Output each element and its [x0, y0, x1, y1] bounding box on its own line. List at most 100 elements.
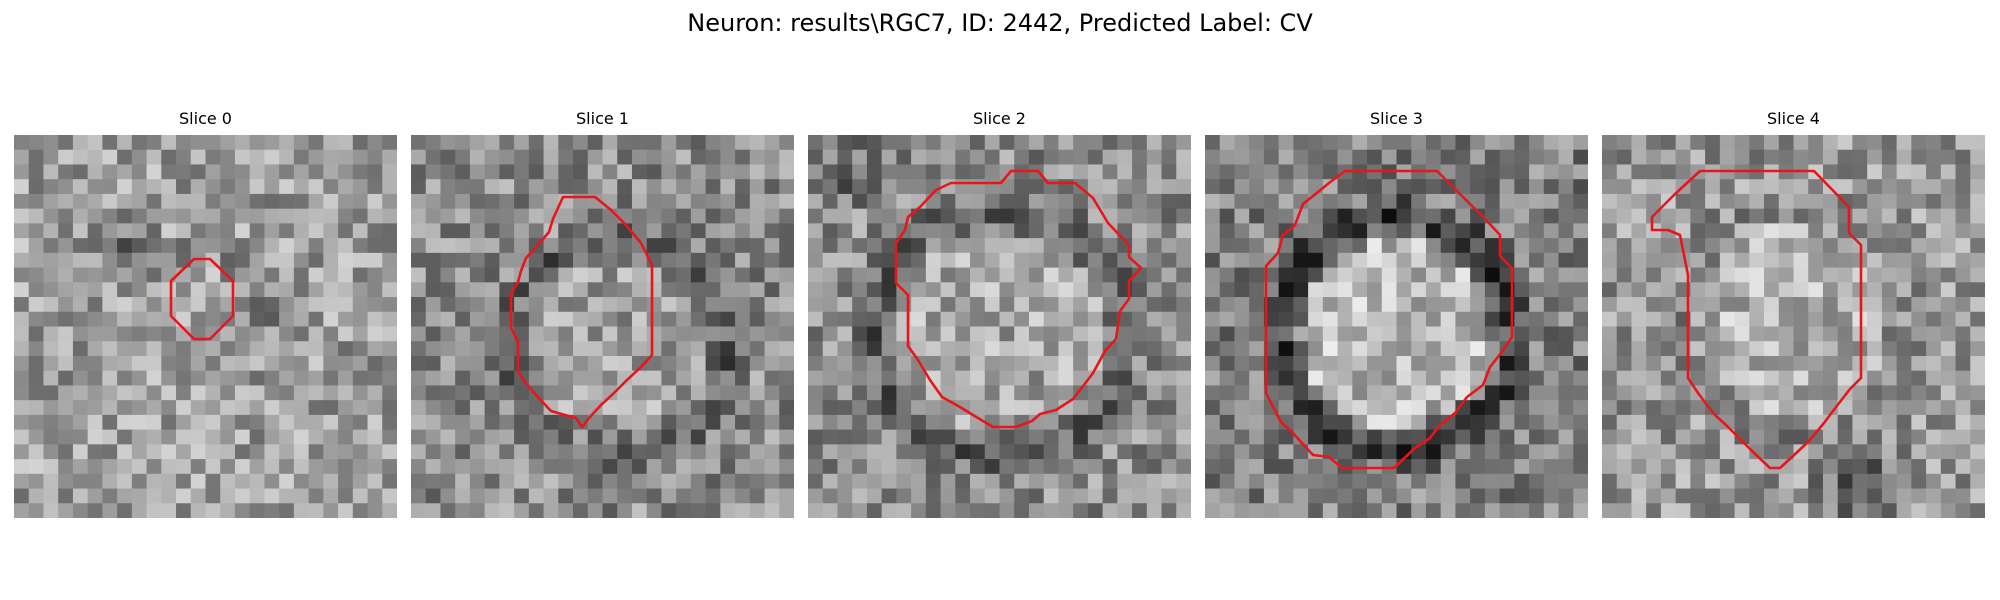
- pixel-cell: [1014, 311, 1030, 328]
- pixel-cell: [911, 503, 927, 518]
- pixel-cell: [1484, 488, 1501, 504]
- pixel-cell: [338, 341, 354, 357]
- pixel-cell: [1867, 459, 1883, 475]
- pixel-cell: [382, 267, 397, 283]
- pixel-cell: [308, 149, 324, 166]
- pixel-cell: [469, 459, 486, 475]
- pixel-cell: [1322, 473, 1339, 490]
- pixel-cell: [338, 252, 354, 269]
- pixel-cell: [1881, 179, 1898, 195]
- pixel-cell: [1911, 326, 1927, 342]
- pixel-cell: [720, 341, 736, 357]
- pixel-cell: [1073, 149, 1089, 166]
- pixel-cell: [866, 473, 883, 490]
- pixel-cell: [1881, 444, 1898, 460]
- pixel-cell: [940, 341, 956, 357]
- pixel-cell: [1764, 238, 1780, 254]
- pixel-cell: [676, 223, 692, 239]
- pixel-cell: [352, 179, 369, 195]
- pixel-cell: [646, 282, 663, 298]
- pixel-cell: [984, 238, 1001, 254]
- pixel-cell: [925, 311, 942, 328]
- pixel-cell: [617, 297, 633, 313]
- pixel-cell: [940, 414, 956, 431]
- pixel-cell: [279, 223, 295, 239]
- pixel-cell: [1176, 223, 1191, 239]
- pixel-cell: [1411, 149, 1427, 166]
- pixel-cell: [1263, 164, 1280, 180]
- pixel-cell: [779, 223, 794, 239]
- pixel-cell: [558, 297, 574, 313]
- pixel-cell: [1808, 341, 1824, 357]
- pixel-cell: [1646, 444, 1662, 460]
- pixel-cell: [308, 341, 324, 357]
- pixel-cell: [264, 355, 280, 372]
- pixel-cell: [1734, 193, 1750, 210]
- pixel-cell: [1896, 400, 1912, 416]
- pixel-cell: [646, 326, 663, 342]
- pixel-cell: [323, 282, 339, 298]
- pixel-cell: [1234, 193, 1250, 210]
- pixel-cell: [1425, 400, 1442, 416]
- pixel-cell: [1573, 193, 1588, 210]
- pixel-cell: [1749, 400, 1765, 416]
- pixel-cell: [881, 355, 897, 372]
- pixel-cell: [102, 208, 118, 224]
- pixel-cell: [367, 326, 383, 342]
- pixel-cell: [735, 149, 751, 166]
- pixel-cell: [1837, 341, 1854, 357]
- pixel-cell: [102, 164, 118, 180]
- pixel-cell: [984, 444, 1001, 460]
- pixel-cell: [911, 282, 927, 298]
- pixel-cell: [1749, 414, 1765, 431]
- pixel-cell: [1631, 297, 1647, 313]
- pixel-cell: [1308, 149, 1324, 166]
- pixel-cell: [720, 444, 736, 460]
- pixel-cell: [382, 370, 397, 387]
- pixel-cell: [469, 311, 486, 328]
- pixel-cell: [1616, 267, 1633, 283]
- pixel-cell: [822, 297, 839, 313]
- pixel-cell: [249, 252, 266, 269]
- slice-panel-1: Slice 1: [411, 108, 794, 518]
- pixel-cell: [58, 238, 74, 254]
- pixel-cell: [293, 267, 310, 283]
- pixel-cell: [455, 370, 471, 387]
- pixel-cell: [1778, 135, 1795, 151]
- pixel-cell: [1675, 488, 1691, 504]
- pixel-cell: [484, 193, 500, 210]
- pixel-cell: [1616, 400, 1633, 416]
- pixel-cell: [440, 488, 456, 504]
- pixel-cell: [1411, 208, 1427, 224]
- pixel-cell: [661, 223, 677, 239]
- pixel-cell: [514, 503, 530, 518]
- pixel-cell: [1970, 208, 1985, 224]
- pixel-cell: [131, 326, 148, 342]
- pixel-cell: [779, 252, 794, 269]
- pixel-cell: [1322, 149, 1339, 166]
- pixel-cell: [14, 459, 30, 475]
- pixel-cell: [1705, 238, 1721, 254]
- pixel-cell: [779, 385, 794, 401]
- pixel-cell: [352, 149, 369, 166]
- pixel-cell: [1249, 503, 1265, 518]
- pixel-cell: [735, 459, 751, 475]
- pixel-cell: [1970, 297, 1985, 313]
- pixel-cell: [690, 193, 707, 210]
- pixel-cell: [102, 267, 118, 283]
- pixel-cell: [293, 444, 310, 460]
- pixel-cell: [117, 135, 133, 151]
- pixel-cell: [1867, 164, 1883, 180]
- pixel-cell: [1161, 473, 1177, 490]
- pixel-cell: [455, 444, 471, 460]
- pixel-cell: [1926, 355, 1942, 372]
- pixel-cell: [1293, 282, 1309, 298]
- pixel-cell: [190, 297, 207, 313]
- pixel-cell: [1646, 473, 1662, 490]
- pixel-cell: [1411, 179, 1427, 195]
- pixel-cell: [455, 326, 471, 342]
- pixel-cell: [558, 385, 574, 401]
- pixel-cell: [1176, 282, 1191, 298]
- pixel-cell: [1955, 208, 1971, 224]
- pixel-cell: [1425, 179, 1442, 195]
